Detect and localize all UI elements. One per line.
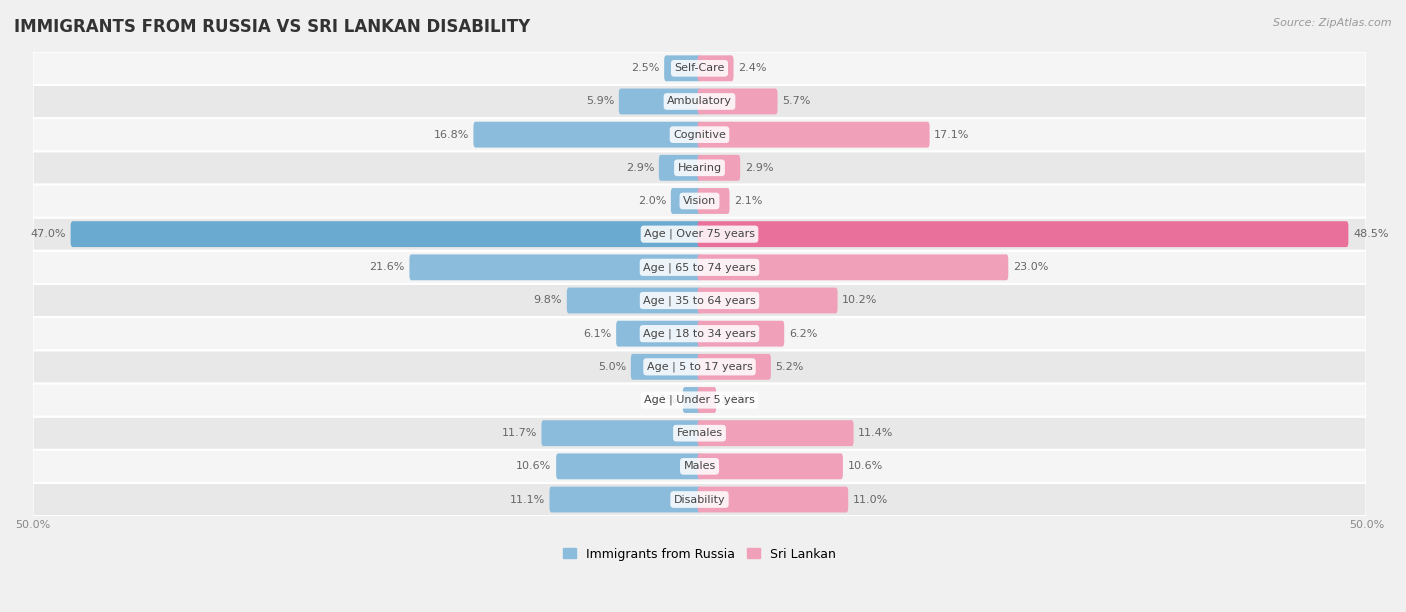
FancyBboxPatch shape — [659, 155, 702, 181]
FancyBboxPatch shape — [32, 317, 1367, 350]
Text: 5.2%: 5.2% — [776, 362, 804, 372]
Legend: Immigrants from Russia, Sri Lankan: Immigrants from Russia, Sri Lankan — [558, 543, 841, 565]
Text: 11.0%: 11.0% — [853, 494, 889, 504]
Text: 10.6%: 10.6% — [848, 461, 883, 471]
Text: 47.0%: 47.0% — [31, 229, 66, 239]
FancyBboxPatch shape — [32, 218, 1367, 251]
FancyBboxPatch shape — [32, 384, 1367, 417]
FancyBboxPatch shape — [32, 483, 1367, 516]
Text: Source: ZipAtlas.com: Source: ZipAtlas.com — [1274, 18, 1392, 28]
Text: Age | 65 to 74 years: Age | 65 to 74 years — [643, 262, 756, 272]
Text: 16.8%: 16.8% — [433, 130, 468, 140]
FancyBboxPatch shape — [671, 188, 702, 214]
FancyBboxPatch shape — [32, 52, 1367, 85]
FancyBboxPatch shape — [32, 184, 1367, 218]
Text: 21.6%: 21.6% — [370, 263, 405, 272]
FancyBboxPatch shape — [550, 487, 702, 512]
FancyBboxPatch shape — [70, 221, 702, 247]
FancyBboxPatch shape — [697, 89, 778, 114]
FancyBboxPatch shape — [697, 453, 842, 479]
FancyBboxPatch shape — [664, 55, 702, 81]
Text: 2.4%: 2.4% — [738, 63, 766, 73]
FancyBboxPatch shape — [32, 251, 1367, 284]
FancyBboxPatch shape — [567, 288, 702, 313]
Text: Cognitive: Cognitive — [673, 130, 725, 140]
Text: Age | 35 to 64 years: Age | 35 to 64 years — [643, 295, 756, 306]
FancyBboxPatch shape — [557, 453, 702, 479]
Text: 11.7%: 11.7% — [502, 428, 537, 438]
FancyBboxPatch shape — [697, 221, 1348, 247]
FancyBboxPatch shape — [697, 122, 929, 147]
FancyBboxPatch shape — [616, 321, 702, 346]
Text: 48.5%: 48.5% — [1353, 229, 1389, 239]
FancyBboxPatch shape — [32, 417, 1367, 450]
FancyBboxPatch shape — [409, 255, 702, 280]
Text: 2.9%: 2.9% — [745, 163, 773, 173]
FancyBboxPatch shape — [32, 85, 1367, 118]
Text: Age | 5 to 17 years: Age | 5 to 17 years — [647, 362, 752, 372]
FancyBboxPatch shape — [32, 450, 1367, 483]
Text: 2.0%: 2.0% — [638, 196, 666, 206]
Text: 11.4%: 11.4% — [858, 428, 894, 438]
Text: Females: Females — [676, 428, 723, 438]
Text: Disability: Disability — [673, 494, 725, 504]
FancyBboxPatch shape — [619, 89, 702, 114]
FancyBboxPatch shape — [697, 188, 730, 214]
FancyBboxPatch shape — [631, 354, 702, 380]
FancyBboxPatch shape — [697, 487, 848, 512]
FancyBboxPatch shape — [474, 122, 702, 147]
Text: 10.6%: 10.6% — [516, 461, 551, 471]
Text: Age | 18 to 34 years: Age | 18 to 34 years — [643, 329, 756, 339]
Text: 9.8%: 9.8% — [534, 296, 562, 305]
FancyBboxPatch shape — [697, 387, 716, 413]
FancyBboxPatch shape — [683, 387, 702, 413]
Text: 5.7%: 5.7% — [782, 97, 811, 106]
Text: Self-Care: Self-Care — [675, 63, 724, 73]
Text: Age | Over 75 years: Age | Over 75 years — [644, 229, 755, 239]
FancyBboxPatch shape — [697, 288, 838, 313]
Text: Males: Males — [683, 461, 716, 471]
Text: 23.0%: 23.0% — [1012, 263, 1049, 272]
Text: 5.9%: 5.9% — [586, 97, 614, 106]
Text: 2.1%: 2.1% — [734, 196, 762, 206]
Text: 5.0%: 5.0% — [598, 362, 626, 372]
FancyBboxPatch shape — [32, 118, 1367, 151]
FancyBboxPatch shape — [697, 420, 853, 446]
Text: 6.2%: 6.2% — [789, 329, 817, 338]
FancyBboxPatch shape — [32, 151, 1367, 184]
Text: 10.2%: 10.2% — [842, 296, 877, 305]
FancyBboxPatch shape — [32, 350, 1367, 384]
Text: 2.5%: 2.5% — [631, 63, 659, 73]
Text: Ambulatory: Ambulatory — [666, 97, 733, 106]
Text: 11.1%: 11.1% — [509, 494, 544, 504]
FancyBboxPatch shape — [697, 354, 770, 380]
Text: Hearing: Hearing — [678, 163, 721, 173]
FancyBboxPatch shape — [541, 420, 702, 446]
FancyBboxPatch shape — [697, 255, 1008, 280]
Text: 1.1%: 1.1% — [721, 395, 749, 405]
Text: Age | Under 5 years: Age | Under 5 years — [644, 395, 755, 405]
FancyBboxPatch shape — [697, 155, 740, 181]
Text: 6.1%: 6.1% — [583, 329, 612, 338]
Text: IMMIGRANTS FROM RUSSIA VS SRI LANKAN DISABILITY: IMMIGRANTS FROM RUSSIA VS SRI LANKAN DIS… — [14, 18, 530, 36]
Text: 1.1%: 1.1% — [650, 395, 678, 405]
FancyBboxPatch shape — [697, 321, 785, 346]
Text: 2.9%: 2.9% — [626, 163, 654, 173]
FancyBboxPatch shape — [697, 55, 734, 81]
FancyBboxPatch shape — [32, 284, 1367, 317]
Text: 17.1%: 17.1% — [934, 130, 970, 140]
Text: Vision: Vision — [683, 196, 716, 206]
